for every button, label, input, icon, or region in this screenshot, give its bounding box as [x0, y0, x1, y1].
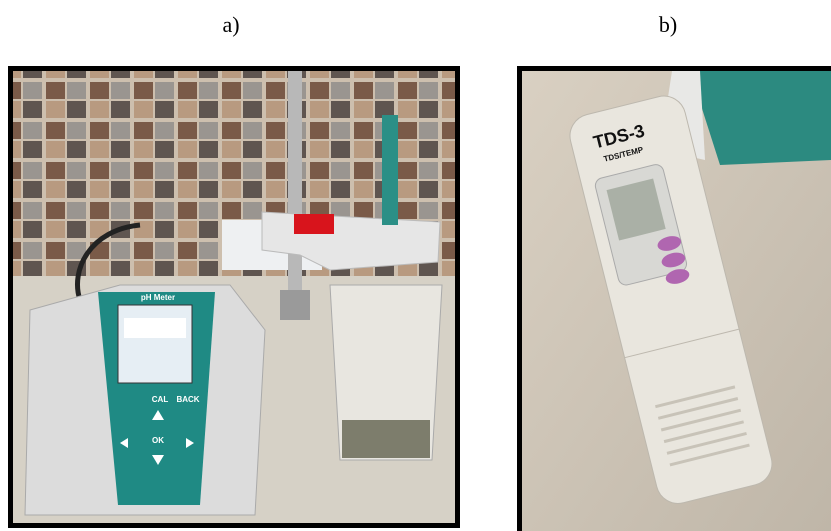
stand-base — [280, 290, 310, 320]
stand-pole — [288, 71, 302, 301]
meter-display — [124, 318, 186, 338]
panel-label: b) — [659, 12, 677, 37]
page: a) b) pH Meter CAL BACK OK — [0, 0, 831, 531]
device-text: pH Meter — [141, 293, 175, 302]
figure: a) b) pH Meter CAL BACK OK — [0, 0, 831, 531]
panel-label: a) — [222, 12, 239, 37]
sample — [342, 420, 430, 458]
device-text: BACK — [176, 395, 199, 404]
holder-clamp — [294, 214, 334, 234]
photo-b: TDS-3 TDS/TEMP — [517, 66, 831, 531]
device-text: OK — [152, 436, 164, 445]
electrode — [382, 115, 398, 225]
photo-a: pH Meter CAL BACK OK — [8, 66, 460, 528]
device-text: CAL — [152, 395, 169, 404]
meter-screen — [118, 305, 192, 383]
